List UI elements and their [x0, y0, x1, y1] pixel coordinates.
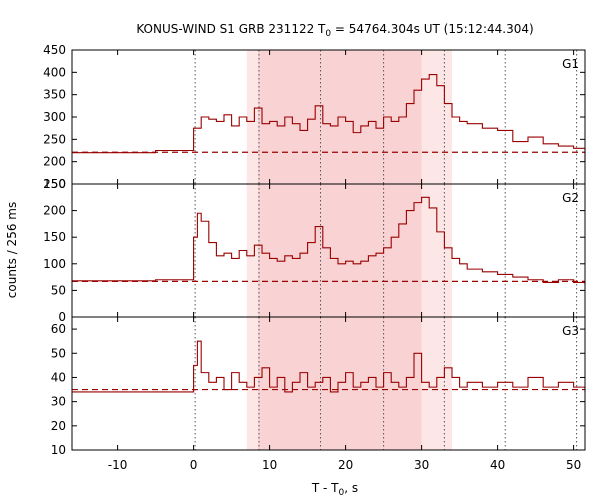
- panel-g2: 0 50 100 150 200 250 G2: [43, 177, 586, 324]
- chart-title: KONUS-WIND S1 GRB 231122 T0 = 54764.304s…: [136, 22, 533, 39]
- y-axis-label: counts / 256 ms: [5, 202, 19, 298]
- y-tick-label: 200: [43, 204, 66, 218]
- panel-g3: 10 20 30 40 50 60 G3: [51, 316, 586, 457]
- series-line-g2: [72, 196, 586, 286]
- y-tick-label: 50: [51, 283, 66, 297]
- y-tick-label: 10: [51, 443, 66, 457]
- y-tick-label: 400: [43, 65, 66, 79]
- chart-title-subscript: 0: [325, 29, 331, 39]
- y-tick-label: 40: [51, 370, 66, 384]
- x-axis-label: T - T0, s: [311, 481, 358, 498]
- panel-label: G1: [562, 57, 579, 71]
- y-tick-label: 350: [43, 88, 66, 102]
- y-tick-label: 60: [51, 322, 66, 336]
- series-line-g1: [72, 74, 586, 162]
- y-tick-label: 0: [58, 310, 66, 324]
- x-axis-label-rest: , s: [344, 481, 358, 495]
- y-tick-label: 300: [43, 110, 66, 124]
- panels-group: 150200250300350400450G1050100150200250G2…: [43, 43, 586, 472]
- shading-band-dark: [258, 317, 422, 450]
- y-tick-label: 100: [43, 257, 66, 271]
- x-tick-label: 50: [566, 458, 581, 472]
- y-tick-label: 150: [43, 177, 66, 191]
- panel-frame: [71, 316, 586, 451]
- y-tick-label: 150: [43, 230, 66, 244]
- y-tick-label: 200: [43, 155, 66, 169]
- x-axis-label-main: T - T: [311, 481, 339, 495]
- x-tick-label: 40: [490, 458, 505, 472]
- y-tick-label: 450: [43, 43, 66, 57]
- panel-label: G3: [562, 324, 579, 338]
- y-tick-label: 20: [51, 419, 66, 433]
- y-tick-label: 250: [43, 132, 66, 146]
- y-tick-label: 250: [43, 177, 66, 191]
- panel-label: G2: [562, 191, 579, 205]
- x-tick-label: 0: [190, 458, 198, 472]
- series-line-g3: [72, 340, 586, 393]
- x-tick-label: 20: [338, 458, 353, 472]
- x-axis-label-subscript: 0: [339, 488, 345, 498]
- chart-title-rest: = 54764.304s UT (15:12:44.304): [331, 22, 534, 36]
- y-tick-label: 50: [51, 346, 66, 360]
- shading-band-dark: [258, 184, 422, 317]
- panel-g1: 150 200 250 300 350 400 450 G1: [43, 43, 586, 191]
- x-tick-label: -10: [108, 458, 128, 472]
- x-tick-label: 30: [414, 458, 429, 472]
- chart-title-main: KONUS-WIND S1 GRB 231122 T: [136, 22, 326, 36]
- x-tick-label: 10: [262, 458, 277, 472]
- y-tick-label: 30: [51, 395, 66, 409]
